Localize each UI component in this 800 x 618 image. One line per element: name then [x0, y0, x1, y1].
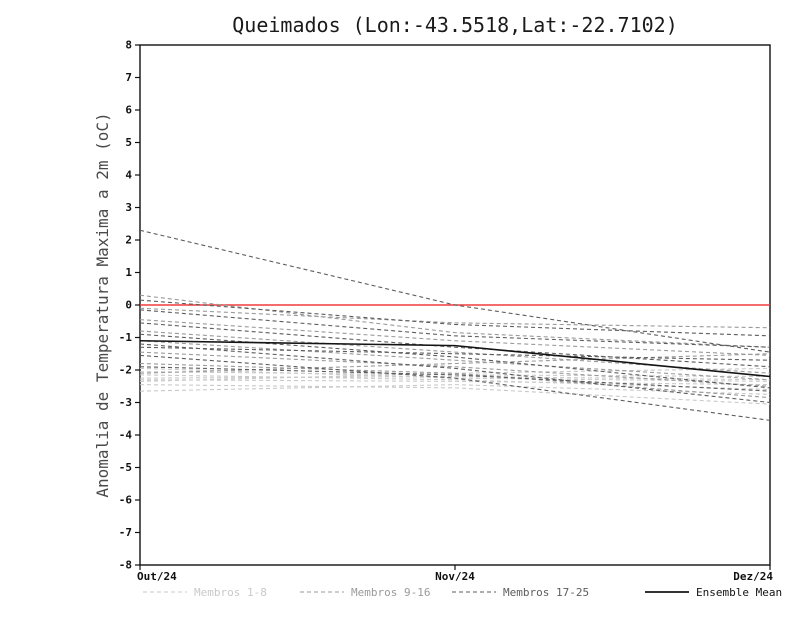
- svg-text:Nov/24: Nov/24: [435, 570, 475, 583]
- svg-text:1: 1: [125, 266, 132, 279]
- svg-text:-5: -5: [119, 461, 132, 474]
- svg-text:4: 4: [125, 169, 132, 182]
- svg-text:0: 0: [125, 299, 132, 312]
- svg-text:2: 2: [125, 234, 132, 247]
- ensemble-mean-line: [139, 339, 771, 378]
- member-lines-group-2: [139, 229, 771, 421]
- svg-text:Dez/24: Dez/24: [733, 570, 773, 583]
- svg-text:-6: -6: [119, 494, 133, 507]
- y-axis-label: Anomalia de Temperatura Maxima a 2m (oC): [93, 112, 112, 497]
- svg-text:-3: -3: [119, 396, 132, 409]
- member-lines-group-1: [139, 294, 771, 399]
- svg-text:6: 6: [125, 104, 132, 117]
- svg-text:-2: -2: [119, 364, 132, 377]
- x-axis-ticks: Out/24 Nov/24 Dez/24: [137, 565, 773, 583]
- legend: Membros 1-8 Membros 9-16 Membros 17-25 E…: [143, 586, 782, 599]
- svg-text:7: 7: [125, 71, 132, 84]
- svg-text:-8: -8: [119, 559, 132, 572]
- plot-area: -8 -7 -6 -5 -4 -3 -2 -1 0 1 2 3 4 5 6 7 8 Out/24 Nov/24 Dez…: [119, 39, 774, 584]
- svg-text:-1: -1: [119, 331, 133, 344]
- svg-text:Out/24: Out/24: [137, 570, 177, 583]
- svg-text:5: 5: [125, 136, 132, 149]
- legend-label-membros-9-16: Membros 9-16: [351, 586, 430, 599]
- chart-title: Queimados (Lon:-43.5518,Lat:-22.7102): [232, 13, 678, 37]
- legend-label-membros-17-25: Membros 17-25: [503, 586, 589, 599]
- svg-text:-7: -7: [119, 526, 132, 539]
- y-axis-ticks: -8 -7 -6 -5 -4 -3 -2 -1 0 1 2 3 4 5 6 7 8: [119, 39, 140, 572]
- svg-text:3: 3: [125, 201, 132, 214]
- legend-label-membros-1-8: Membros 1-8: [194, 586, 267, 599]
- svg-text:-4: -4: [119, 429, 133, 442]
- legend-label-ensemble-mean: Ensemble Mean: [696, 586, 782, 599]
- svg-text:8: 8: [125, 39, 132, 52]
